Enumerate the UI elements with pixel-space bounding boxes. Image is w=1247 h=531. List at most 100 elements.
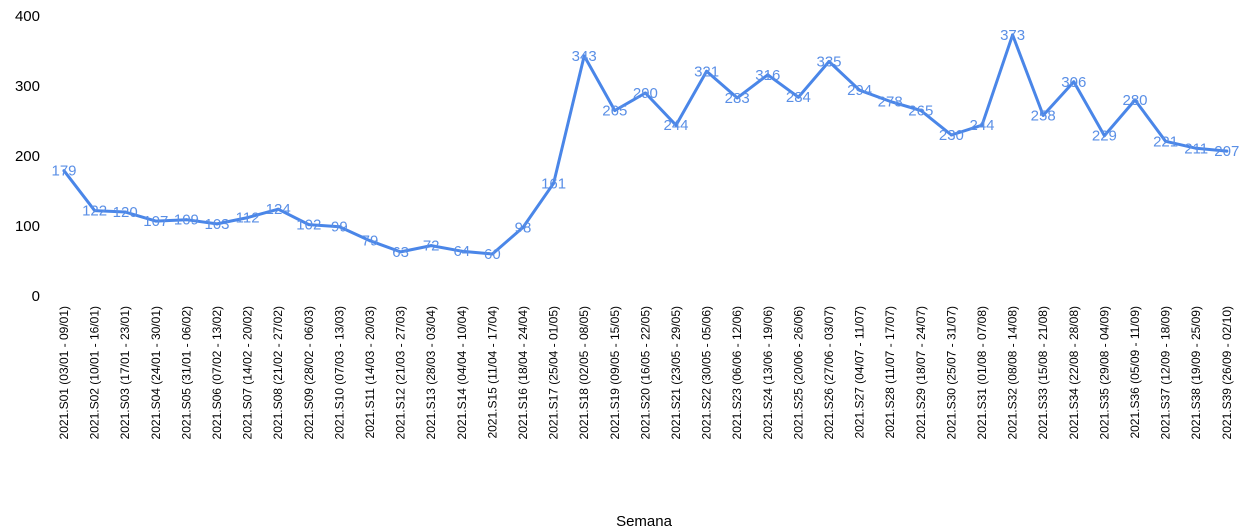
data-label: 207: [1214, 143, 1239, 160]
data-point: [582, 54, 586, 58]
data-label: 230: [939, 127, 964, 144]
x-tick-label: 2021.S21 (23/05 - 29/05): [669, 306, 683, 439]
data-point: [1194, 146, 1198, 150]
x-tick-label: 2021.S31 (01/08 - 07/08): [975, 306, 989, 439]
data-point: [858, 88, 862, 92]
data-label: 122: [82, 203, 107, 220]
data-point: [1225, 149, 1229, 153]
x-tick-label: 2021.S36 (05/09 - 11/09): [1128, 306, 1142, 439]
data-label: 244: [969, 117, 994, 134]
data-label: 109: [174, 212, 199, 229]
data-point: [429, 244, 433, 248]
data-labels: 179 122 120 107 109 103 112 124 102 99 79 63 72 64 60 9…: [51, 27, 1239, 263]
x-tick-label: 2021.S25 (20/06 - 26/06): [791, 306, 805, 439]
x-axis-title: Semana: [616, 513, 673, 530]
x-tick-label: 2021.S08 (21/02 - 27/02): [271, 306, 285, 439]
data-label: 179: [51, 163, 76, 180]
data-point: [827, 60, 831, 63]
data-label: 161: [541, 175, 566, 192]
y-tick-label: 300: [15, 78, 40, 95]
y-axis: 0 100 200 300 400: [15, 8, 40, 305]
data-label: 278: [878, 93, 903, 110]
data-label: 321: [694, 63, 719, 80]
x-tick-label: 2021.S10 (07/03 - 13/03): [332, 306, 346, 439]
data-point: [735, 96, 739, 100]
x-tick-label: 2021.S24 (13/06 - 19/06): [761, 306, 775, 439]
data-label: 343: [572, 48, 597, 65]
x-tick-label: 2021.S09 (28/02 - 06/03): [302, 306, 316, 439]
data-label: 258: [1031, 107, 1056, 124]
x-tick-label: 2021.S19 (09/05 - 15/05): [608, 306, 622, 439]
data-point: [1164, 139, 1168, 143]
data-label: 335: [816, 54, 841, 71]
data-point: [1041, 113, 1045, 117]
y-tick-label: 100: [15, 218, 40, 235]
data-label: 98: [515, 219, 532, 236]
data-label: 124: [266, 201, 291, 218]
data-point: [888, 99, 892, 103]
x-tick-label: 2021.S27 (04/07 - 11/07): [853, 306, 867, 439]
data-point: [1072, 80, 1076, 84]
x-tick-label: 2021.S34 (22/08 - 28/08): [1067, 306, 1081, 439]
data-point: [62, 169, 66, 173]
x-tick-label: 2021.S07 (14/02 - 20/02): [241, 306, 255, 439]
data-point: [460, 249, 464, 253]
data-point: [276, 207, 280, 211]
x-tick-label: 2021.S05 (31/01 - 06/02): [179, 306, 193, 439]
data-point: [705, 69, 709, 73]
x-tick-label: 2021.S04 (24/01 - 30/01): [149, 306, 163, 439]
data-point: [337, 225, 341, 229]
data-label: 265: [908, 103, 933, 120]
data-label: 229: [1092, 128, 1117, 145]
data-label: 290: [633, 85, 658, 102]
x-tick-label: 2021.S26 (27/06 - 03/07): [822, 306, 836, 439]
data-point: [93, 209, 97, 213]
data-point: [919, 109, 923, 112]
x-tick-label: 2021.S28 (11/07 - 17/07): [883, 306, 897, 439]
data-point: [184, 218, 188, 222]
data-label: 72: [423, 238, 440, 255]
x-tick-label: 2021.S35 (29/08 - 04/09): [1097, 306, 1111, 439]
data-label: 294: [847, 82, 872, 99]
y-tick-label: 400: [15, 8, 40, 25]
data-point: [1133, 98, 1137, 102]
data-point: [766, 73, 770, 77]
data-point: [215, 222, 219, 226]
series-line-group: [62, 33, 1229, 256]
y-tick-label: 200: [15, 148, 40, 165]
x-tick-label: 2021.S14 (04/04 - 10/04): [455, 306, 469, 439]
data-point: [307, 223, 311, 227]
y-tick-label: 0: [32, 288, 40, 305]
data-label: 244: [663, 117, 688, 134]
data-label: 107: [143, 213, 168, 230]
x-tick-label: 2021.S03 (17/01 - 23/01): [118, 306, 132, 439]
data-label: 280: [1122, 92, 1147, 109]
x-tick-label: 2021.S17 (25/04 - 01/05): [547, 306, 561, 439]
x-tick-label: 2021.S33 (15/08 - 21/08): [1036, 306, 1050, 439]
data-label: 306: [1061, 74, 1086, 91]
x-tick-label: 2021.S30 (25/07 - 31/07): [944, 306, 958, 439]
data-point: [399, 250, 403, 254]
data-point: [1011, 33, 1015, 37]
data-label: 64: [453, 243, 470, 260]
data-point: [949, 133, 953, 137]
x-tick-label: 2021.S15 (11/04 - 17/04): [485, 306, 499, 439]
data-point: [368, 239, 372, 243]
data-label: 211: [1184, 140, 1208, 157]
data-label: 102: [296, 217, 321, 234]
data-point: [154, 219, 158, 223]
x-tick-label: 2021.S11 (14/03 - 20/03): [363, 306, 377, 439]
x-tick-label: 2021.S12 (21/03 - 27/03): [394, 306, 408, 439]
x-tick-label: 2021.S32 (08/08 - 14/08): [1006, 306, 1020, 439]
x-tick-label: 2021.S06 (07/02 - 13/02): [210, 306, 224, 439]
data-label: 103: [204, 216, 229, 233]
x-axis: 2021.S01 (03/01 - 09/01) 2021.S02 (10/01 …: [57, 306, 1234, 439]
x-tick-label: 2021.S02 (10/01 - 16/01): [88, 306, 102, 439]
data-point: [1102, 134, 1106, 138]
data-label: 63: [392, 244, 409, 261]
x-tick-label: 2021.S16 (18/04 - 24/04): [516, 306, 530, 439]
data-point: [246, 216, 250, 220]
x-tick-label: 2021.S29 (18/07 - 24/07): [914, 306, 928, 439]
data-point: [552, 181, 556, 185]
